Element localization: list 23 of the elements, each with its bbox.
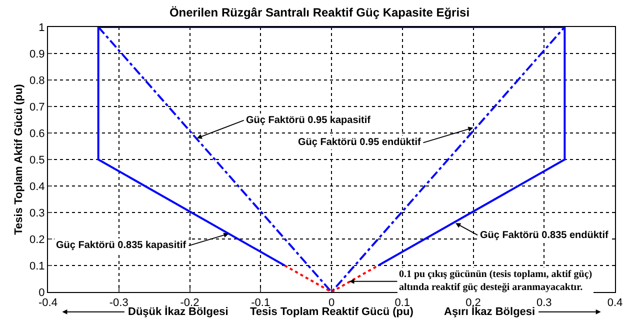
annotation: Güç Faktörü 0.95 endüktif bbox=[298, 137, 422, 148]
x-tick-label: -0.3 bbox=[109, 297, 128, 310]
y-tick-label: 0.8 bbox=[30, 74, 45, 87]
annotation: Güç Faktörü 0.95 kapasitif bbox=[246, 115, 372, 126]
y-tick-label: 0.3 bbox=[30, 207, 45, 220]
annotation: Güç Faktörü 0.835 kapasitif bbox=[56, 240, 187, 251]
y-tick-label: 0.4 bbox=[30, 180, 45, 193]
y-axis-title: Tesis Toplam Aktif Gücü (pu) bbox=[13, 84, 26, 235]
y-tick-label: 0.9 bbox=[30, 48, 45, 60]
text: Düşük İkaz Bölgesi bbox=[128, 305, 228, 318]
y-tick-label: 0.6 bbox=[30, 128, 45, 140]
x-tick-label: 0.4 bbox=[607, 297, 623, 310]
annotation: 0.1 pu çıkış gücünün (tesis toplamı, aktif güç) altında reaktif güç desteği aranmayacaktır. bbox=[399, 269, 592, 293]
y-tick-label: 0.1 bbox=[30, 260, 45, 272]
y-tick-label: 0.5 bbox=[30, 154, 45, 166]
y-tick-label: 0 bbox=[38, 286, 45, 299]
x-tick-label: -0.4 bbox=[38, 297, 58, 310]
x-tick-label: 0.3 bbox=[536, 297, 552, 310]
chart-title: Önerilen Rüzgâr Santralı Reaktif Güç Kapasite Eğrisi bbox=[169, 6, 470, 20]
annotation: Güç Faktörü 0.835 endüktif bbox=[480, 230, 610, 241]
y-tick-label: 0.2 bbox=[30, 234, 45, 246]
y-tick-label: 1 bbox=[38, 22, 45, 34]
y-tick-label: 0.7 bbox=[30, 101, 45, 114]
